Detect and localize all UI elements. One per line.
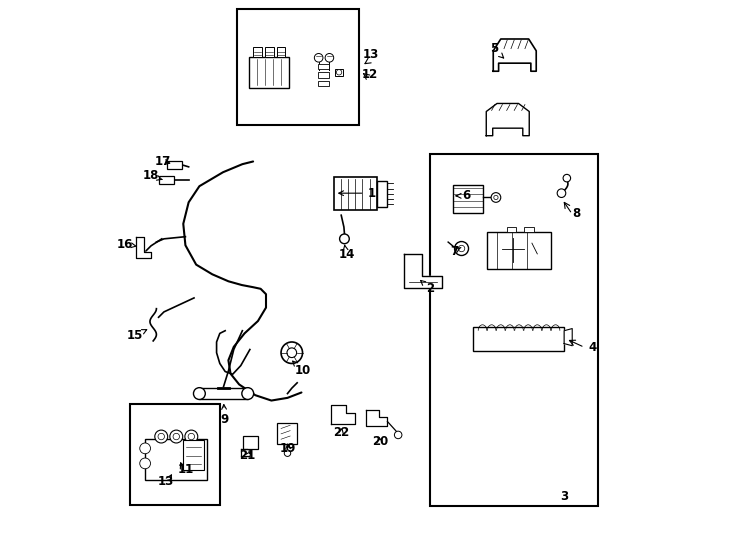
- Circle shape: [340, 234, 349, 244]
- Polygon shape: [404, 254, 442, 288]
- Circle shape: [284, 450, 291, 456]
- Circle shape: [241, 388, 254, 400]
- Bar: [200, 388, 248, 400]
- Bar: [253, 47, 262, 57]
- Text: 12: 12: [362, 68, 378, 80]
- Bar: [318, 81, 330, 86]
- Bar: [129, 404, 219, 505]
- Text: 22: 22: [333, 426, 349, 438]
- Text: 4: 4: [589, 341, 597, 354]
- Circle shape: [173, 433, 180, 440]
- Text: 17: 17: [155, 155, 171, 168]
- Text: 1: 1: [339, 187, 375, 200]
- Bar: [318, 72, 330, 78]
- Text: 13: 13: [363, 48, 379, 61]
- Text: 21: 21: [239, 449, 256, 462]
- Circle shape: [287, 348, 297, 357]
- Polygon shape: [564, 328, 573, 346]
- Text: 20: 20: [371, 435, 388, 448]
- Circle shape: [185, 430, 197, 443]
- Circle shape: [494, 195, 498, 200]
- Bar: [265, 47, 274, 57]
- Text: 16: 16: [117, 238, 137, 251]
- Circle shape: [557, 189, 566, 198]
- Polygon shape: [493, 39, 537, 71]
- Circle shape: [139, 443, 150, 454]
- Text: 6: 6: [457, 190, 470, 202]
- Polygon shape: [366, 410, 388, 426]
- Bar: [244, 436, 258, 449]
- Text: 5: 5: [490, 42, 504, 58]
- Bar: [237, 9, 360, 125]
- Circle shape: [491, 193, 501, 202]
- Circle shape: [458, 245, 465, 252]
- Bar: [277, 423, 297, 443]
- Bar: [183, 440, 204, 470]
- Circle shape: [314, 53, 323, 62]
- Text: 10: 10: [293, 361, 310, 377]
- Bar: [453, 185, 482, 213]
- Circle shape: [158, 433, 164, 440]
- Text: 19: 19: [280, 442, 297, 455]
- Bar: [377, 181, 388, 207]
- Polygon shape: [331, 406, 355, 424]
- Circle shape: [281, 342, 302, 363]
- Bar: [167, 161, 182, 169]
- Circle shape: [336, 70, 342, 75]
- Circle shape: [563, 174, 570, 182]
- Bar: [473, 327, 564, 351]
- Text: 14: 14: [338, 245, 355, 261]
- Polygon shape: [486, 104, 529, 136]
- Bar: [159, 176, 174, 184]
- Text: 9: 9: [220, 404, 229, 426]
- Bar: [506, 227, 516, 232]
- Bar: [487, 232, 550, 269]
- Bar: [524, 227, 534, 232]
- Bar: [145, 438, 208, 480]
- Text: 2: 2: [421, 280, 435, 295]
- Text: 13: 13: [157, 475, 174, 488]
- Circle shape: [325, 53, 334, 62]
- Text: 3: 3: [561, 490, 569, 503]
- Polygon shape: [136, 237, 151, 258]
- Bar: [277, 47, 286, 57]
- Text: 15: 15: [127, 329, 147, 342]
- Circle shape: [394, 431, 402, 438]
- Circle shape: [170, 430, 183, 443]
- Bar: [335, 69, 344, 76]
- Text: 18: 18: [143, 170, 162, 183]
- Text: 7: 7: [450, 245, 461, 258]
- Circle shape: [155, 430, 167, 443]
- Circle shape: [194, 388, 206, 400]
- Bar: [334, 177, 377, 211]
- Text: 8: 8: [573, 207, 581, 220]
- Bar: [249, 57, 289, 88]
- Bar: [430, 154, 598, 507]
- Circle shape: [454, 241, 468, 255]
- Circle shape: [139, 458, 150, 469]
- Bar: [318, 64, 330, 69]
- Circle shape: [188, 433, 195, 440]
- Text: 11: 11: [178, 463, 194, 476]
